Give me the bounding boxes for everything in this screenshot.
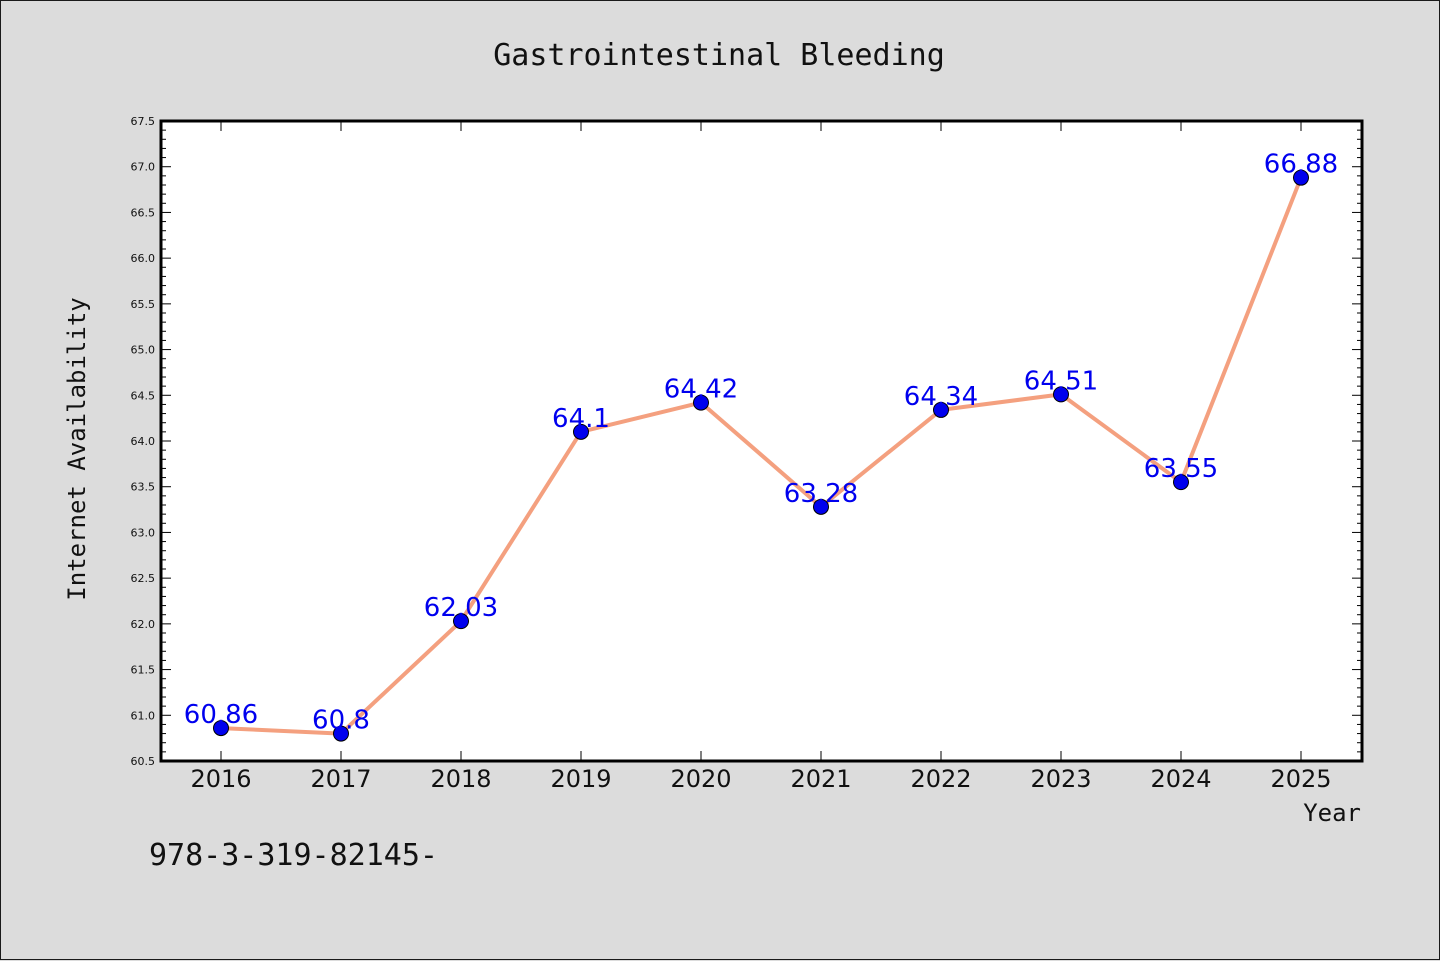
y-tick-label: 62.5 bbox=[131, 572, 156, 585]
data-point bbox=[453, 613, 469, 630]
data-label: 64.34 bbox=[904, 382, 978, 412]
data-labels: 60.86 60.8 62.03 64.1 64.42 63.28 64.34 64.51 63… bbox=[184, 150, 1338, 736]
y-tick-label: 62.0 bbox=[131, 618, 156, 631]
plot-area bbox=[159, 119, 1364, 763]
y-tick-label: 63.0 bbox=[131, 526, 156, 539]
data-label: 64.1 bbox=[552, 404, 610, 434]
x-tick-label: 2019 bbox=[550, 765, 611, 793]
footnote: 978-3-319-82145- bbox=[149, 838, 438, 873]
y-axis-label: Internet Availability bbox=[63, 297, 91, 600]
y-tick-label: 61.0 bbox=[131, 709, 156, 722]
data-label: 60.8 bbox=[312, 706, 370, 736]
x-tick-label: 2024 bbox=[1150, 765, 1211, 793]
y-tick-label: 66.5 bbox=[131, 206, 156, 219]
x-tick-label: 2018 bbox=[430, 765, 491, 793]
y-tick-label: 65.5 bbox=[131, 298, 156, 311]
data-label: 62.03 bbox=[424, 593, 498, 623]
data-point bbox=[813, 498, 829, 515]
x-tick-label: 2017 bbox=[310, 765, 371, 793]
chart-title: Gastrointestinal Bleeding bbox=[493, 38, 945, 73]
x-axis: 2016 2017 2018 2019 2020 2021 2022 2023 2024 2025 bbox=[190, 121, 1332, 793]
y-tick-label: 67.0 bbox=[131, 161, 156, 174]
y-tick-label: 61.5 bbox=[131, 664, 156, 677]
y-tick-label: 64.5 bbox=[131, 389, 156, 402]
data-label: 63.55 bbox=[1144, 454, 1218, 484]
y-axis: 60.5 61.0 61.5 62.0 62.5 63.0 63.5 64.0 64.5 65.0… bbox=[131, 115, 1362, 768]
y-tick-label: 63.5 bbox=[131, 481, 156, 494]
x-tick-label: 2023 bbox=[1030, 765, 1091, 793]
x-axis-label: Year bbox=[1303, 799, 1361, 827]
series-markers bbox=[213, 169, 1309, 742]
x-tick-label: 2025 bbox=[1270, 765, 1331, 793]
data-label: 64.51 bbox=[1024, 366, 1098, 396]
data-point bbox=[213, 720, 229, 737]
data-label: 63.28 bbox=[784, 479, 858, 509]
series-line bbox=[219, 175, 1303, 736]
data-point bbox=[333, 725, 349, 742]
data-point bbox=[1173, 474, 1189, 491]
data-label: 64.42 bbox=[664, 375, 738, 405]
y-tick-label: 65.0 bbox=[131, 344, 156, 357]
y-tick-label: 60.5 bbox=[131, 755, 156, 768]
y-tick-label: 64.0 bbox=[131, 435, 156, 448]
data-point bbox=[573, 423, 589, 440]
x-tick-label: 2021 bbox=[790, 765, 851, 793]
y-tick-label: 67.5 bbox=[131, 115, 156, 128]
data-point bbox=[933, 401, 949, 418]
x-tick-label: 2020 bbox=[670, 765, 731, 793]
x-tick-label: 2016 bbox=[190, 765, 251, 793]
x-tick-label: 2022 bbox=[910, 765, 971, 793]
data-label: 60.86 bbox=[184, 700, 258, 730]
y-tick-label: 66.0 bbox=[131, 252, 156, 265]
data-point bbox=[1053, 386, 1069, 403]
data-point bbox=[693, 394, 709, 411]
data-label: 66.88 bbox=[1264, 150, 1338, 180]
data-point bbox=[1293, 169, 1309, 186]
